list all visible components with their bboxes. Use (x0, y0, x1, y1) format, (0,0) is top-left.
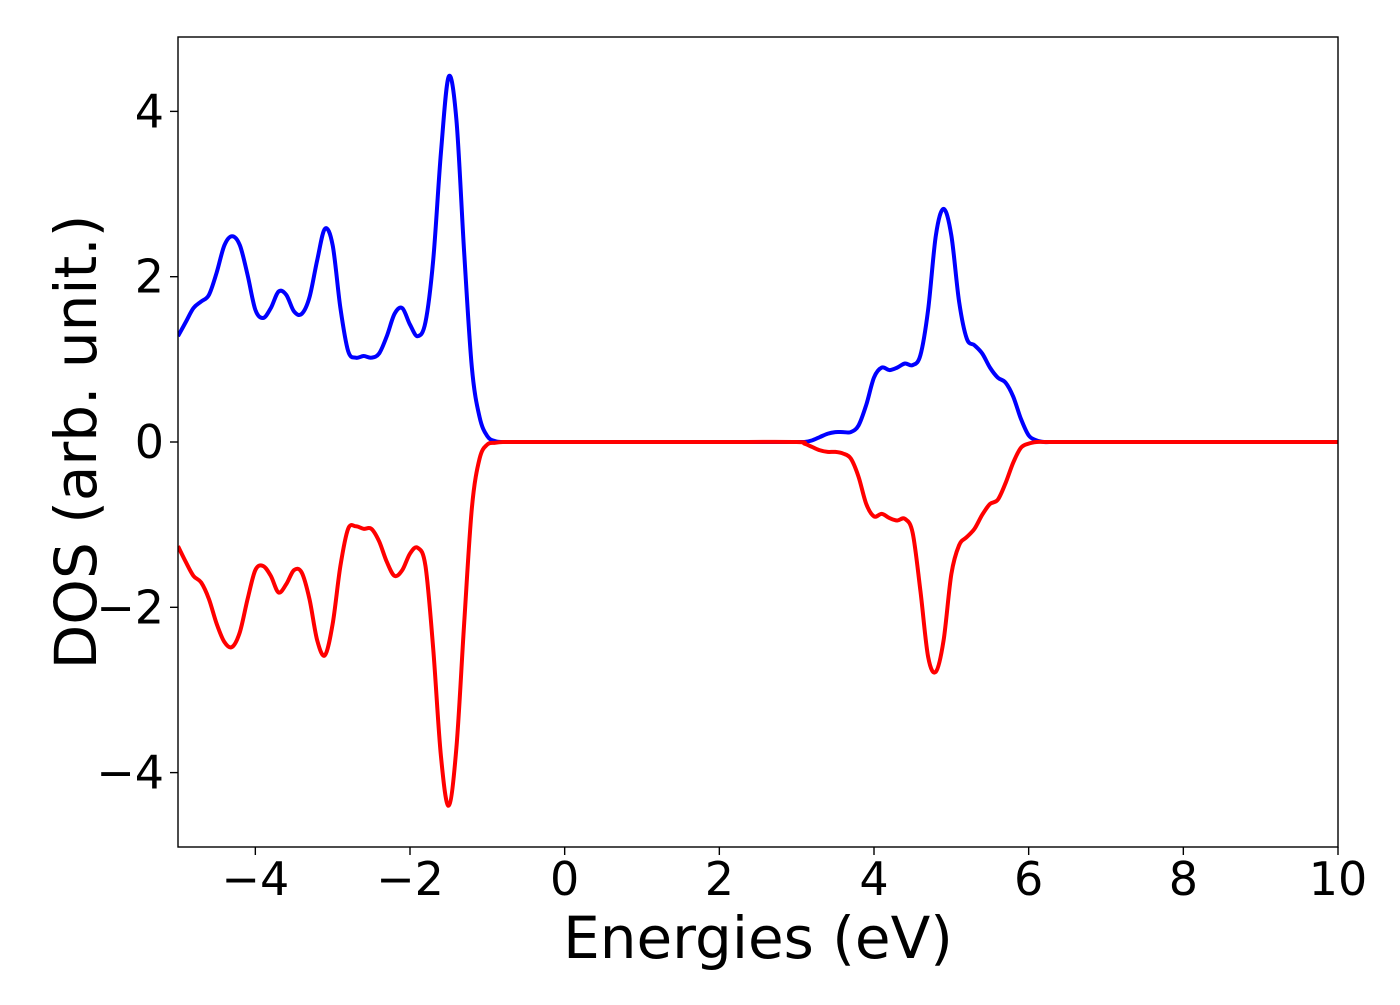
y-axis-label: DOS (arb. unit.) (42, 215, 110, 670)
series-layer (178, 73, 1338, 808)
y-tick-label: 0 (135, 415, 164, 469)
x-tick-label: −4 (221, 852, 289, 906)
x-tick-label: 0 (550, 852, 579, 906)
x-tick-label: 2 (705, 852, 734, 906)
x-tick-label: 6 (1014, 852, 1043, 906)
y-tick-label: 2 (135, 250, 164, 304)
x-tick-label: 4 (859, 852, 888, 906)
x-axis-ticks: −4 −2 0 2 4 6 8 10 (221, 847, 1367, 906)
y-tick-label: −4 (96, 746, 164, 800)
y-tick-label: 4 (135, 84, 164, 138)
y-tick-label: −2 (96, 580, 164, 634)
series-line-2 (178, 439, 1338, 808)
y-axis-ticks: −4 −2 0 2 4 (96, 84, 178, 800)
series-line-1 (178, 73, 1338, 445)
x-tick-label: 10 (1309, 852, 1368, 906)
x-tick-label: 8 (1169, 852, 1198, 906)
x-axis-label: Energies (eV) (563, 904, 953, 972)
x-tick-label: −2 (376, 852, 444, 906)
